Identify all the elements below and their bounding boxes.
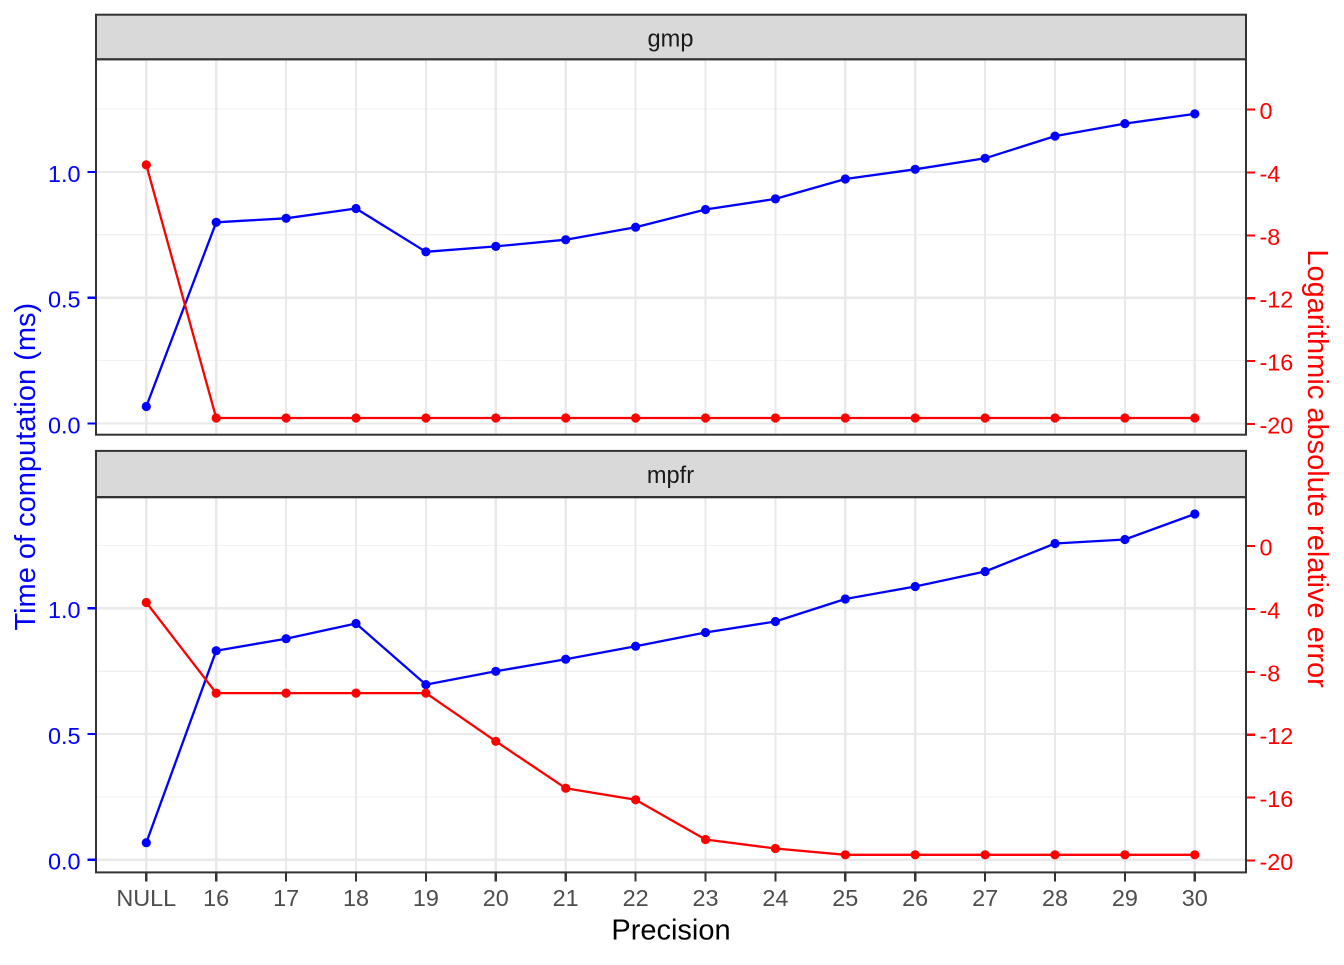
svg-text:-8: -8 [1260,224,1281,250]
svg-text:-20: -20 [1260,849,1294,875]
svg-text:21: 21 [553,885,579,911]
svg-text:-12: -12 [1260,723,1294,749]
svg-text:Precision: Precision [611,915,730,947]
svg-text:Logarithmic absolute relative: Logarithmic absolute relative error [1301,249,1333,688]
svg-text:18: 18 [343,885,369,911]
svg-text:0.0: 0.0 [48,412,81,438]
svg-text:0.5: 0.5 [48,723,81,749]
svg-text:1.0: 1.0 [48,597,81,623]
svg-text:-12: -12 [1260,287,1294,313]
svg-text:27: 27 [972,885,998,911]
svg-text:16: 16 [203,885,229,911]
svg-text:Time of computation (ms): Time of computation (ms) [10,303,42,631]
svg-text:23: 23 [692,885,718,911]
svg-text:29: 29 [1112,885,1138,911]
svg-text:1.0: 1.0 [48,161,81,187]
svg-text:-8: -8 [1260,660,1281,686]
svg-text:0: 0 [1260,535,1273,561]
svg-text:NULL: NULL [116,885,176,911]
svg-text:-16: -16 [1260,350,1294,376]
svg-text:20: 20 [483,885,509,911]
svg-text:30: 30 [1182,885,1208,911]
svg-text:-4: -4 [1260,597,1281,623]
svg-text:24: 24 [762,885,788,911]
svg-text:22: 22 [623,885,649,911]
svg-text:0: 0 [1260,98,1273,124]
svg-text:gmp: gmp [648,26,694,52]
svg-text:-20: -20 [1260,412,1294,438]
svg-text:28: 28 [1042,885,1068,911]
svg-text:19: 19 [413,885,439,911]
svg-text:26: 26 [902,885,928,911]
svg-text:mpfr: mpfr [647,463,694,489]
svg-text:0.5: 0.5 [48,287,81,313]
svg-text:-16: -16 [1260,786,1294,812]
svg-text:25: 25 [832,885,858,911]
svg-text:0.0: 0.0 [48,849,81,875]
svg-text:17: 17 [273,885,299,911]
svg-text:-4: -4 [1260,161,1281,187]
